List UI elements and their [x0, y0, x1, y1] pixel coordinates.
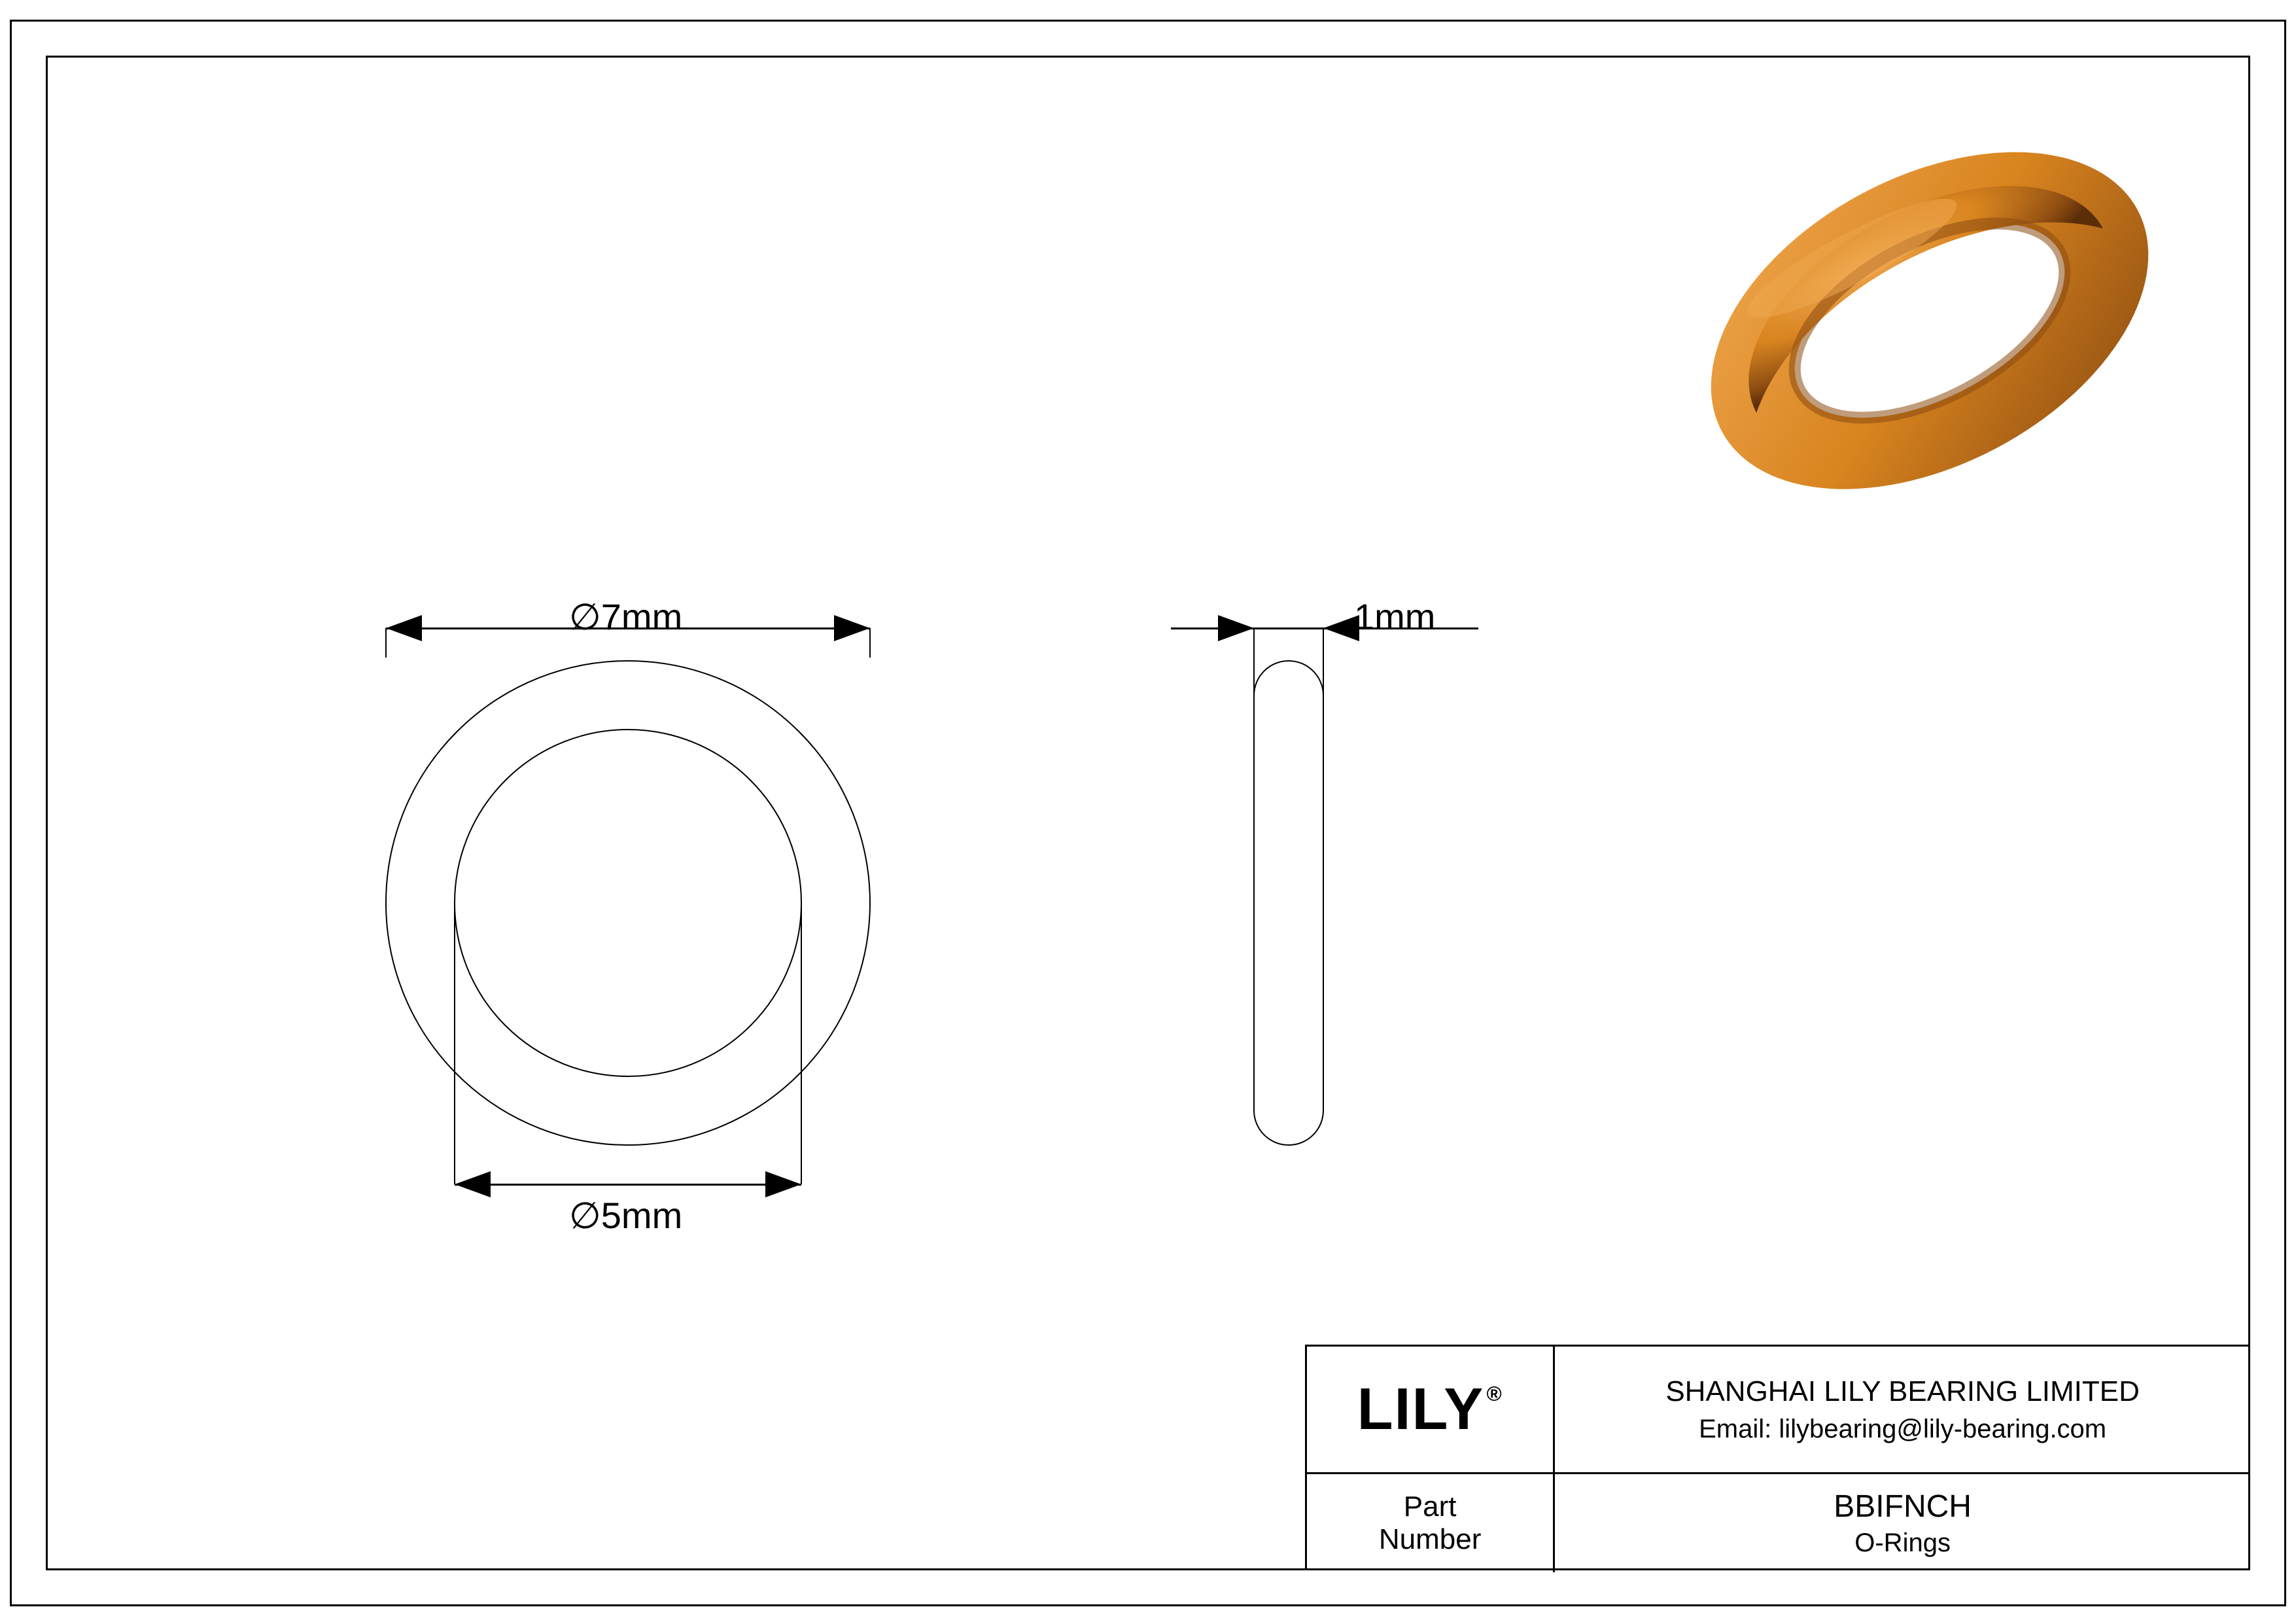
part-number: BBIFNCH: [1834, 1489, 1972, 1525]
company-cell: SHANGHAI LILY BEARING LIMITED Email: lil…: [1555, 1347, 2250, 1472]
logo: LILY ®: [1357, 1376, 1503, 1443]
logo-cell: LILY ®: [1307, 1347, 1555, 1472]
dim-outer-label: ∅7mm: [569, 595, 682, 639]
side-view: [1251, 658, 1327, 1148]
title-block-row-2: Part Number BBIFNCH O-Rings: [1307, 1474, 2250, 1572]
title-block-row-1: LILY ® SHANGHAI LILY BEARING LIMITED Ema…: [1307, 1347, 2250, 1474]
title-block: LILY ® SHANGHAI LILY BEARING LIMITED Ema…: [1305, 1345, 2250, 1570]
dim-thickness-label: 1mm: [1354, 595, 1435, 638]
part-label-line2: Number: [1379, 1523, 1482, 1556]
registered-mark: ®: [1486, 1382, 1503, 1406]
front-view: [383, 658, 873, 1148]
oring-3d-render: [1648, 92, 2211, 550]
dim-inner-label: ∅5mm: [569, 1194, 682, 1237]
part-label-line1: Part: [1404, 1491, 1457, 1523]
part-info-cell: BBIFNCH O-Rings: [1555, 1474, 2250, 1572]
part-description: O-Rings: [1854, 1528, 1951, 1558]
part-label-cell: Part Number: [1307, 1474, 1555, 1572]
company-name: SHANGHAI LILY BEARING LIMITED: [1665, 1375, 2140, 1408]
logo-text: LILY: [1357, 1376, 1485, 1443]
company-email: Email: lilybearing@lily-bearing.com: [1699, 1415, 2106, 1444]
